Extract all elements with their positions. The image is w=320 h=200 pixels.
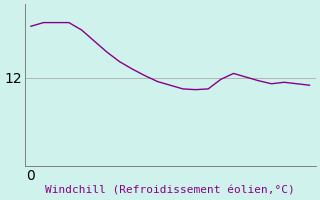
X-axis label: Windchill (Refroidissement éolien,°C): Windchill (Refroidissement éolien,°C) [45,186,295,196]
